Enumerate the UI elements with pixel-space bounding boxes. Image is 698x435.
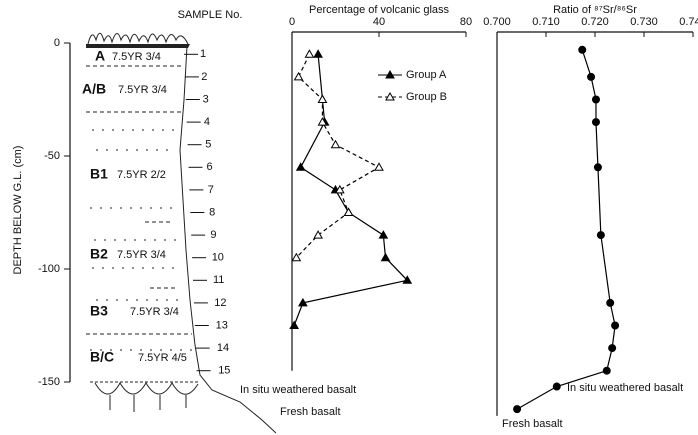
horizon-name: B1 (90, 166, 108, 182)
point (402, 275, 413, 284)
annotation: In situ weathered basalt (240, 384, 356, 396)
horizon-name: B/C (90, 349, 114, 365)
legend-label: Group A (406, 69, 447, 81)
x-tick-label: 40 (373, 16, 385, 28)
sample-label: 14 (217, 342, 229, 354)
point (378, 230, 389, 239)
x-tick-label: 0.730 (630, 16, 658, 28)
horizon-name: A/B (82, 81, 106, 97)
horizon-color: 7.5YR 3/4 (112, 51, 161, 63)
x-tick-label: 80 (460, 16, 472, 28)
sample-label: 10 (212, 252, 224, 264)
point (313, 49, 323, 58)
point (313, 230, 323, 239)
annotation: Fresh basalt (280, 406, 341, 418)
point (380, 252, 391, 262)
x-tick-label: 0.740 (679, 16, 698, 28)
point (293, 71, 304, 81)
point (374, 162, 384, 171)
point (298, 297, 308, 307)
x-tick-label: 0.710 (532, 16, 560, 28)
point (578, 45, 587, 54)
x-tick-label: 0.720 (581, 16, 609, 28)
sample-label: 2 (201, 71, 207, 83)
point (295, 162, 306, 171)
legend-label: Group B (406, 91, 447, 103)
chart-title: Ratio of ⁸⁷Sr/⁸⁶Sr (553, 4, 637, 16)
sample-label: 9 (210, 229, 216, 241)
point (591, 118, 600, 127)
soil-profile (86, 32, 277, 434)
depth-axis-label: DEPTH BELOW G.L. (cm) (12, 146, 24, 275)
point (587, 72, 596, 81)
point (513, 405, 522, 414)
x-tick-label: 0 (289, 16, 295, 28)
x-tick-label: 0.700 (483, 16, 511, 28)
point (334, 184, 345, 194)
chart-title: Percentage of volcanic glass (309, 4, 450, 16)
point (593, 163, 602, 172)
annotation: In situ weathered basalt (567, 382, 683, 394)
sample-label: 5 (205, 139, 211, 151)
point (602, 366, 611, 375)
point (552, 382, 561, 391)
point (606, 298, 615, 307)
annotation: Fresh basalt (502, 418, 563, 430)
sample-label: 1 (200, 48, 206, 60)
horizon-color: 7.5YR 2/2 (117, 169, 166, 181)
point (330, 139, 341, 149)
sample-heading: SAMPLE No. (178, 9, 243, 21)
sample-label: 12 (214, 297, 226, 309)
point (596, 231, 605, 240)
y-tick-label: -100 (38, 263, 60, 275)
sample-label: 15 (218, 365, 230, 377)
point (343, 207, 354, 216)
horizon-color: 7.5YR 4/5 (138, 352, 187, 364)
sample-label: 11 (213, 274, 224, 286)
legend-marker (385, 69, 395, 79)
y-tick-label: -50 (44, 150, 60, 162)
point (289, 320, 300, 329)
sample-label: 3 (203, 93, 209, 105)
horizon-color: 7.5YR 3/4 (130, 306, 179, 318)
sample-label: 7 (208, 184, 214, 196)
legend-marker (385, 91, 395, 101)
horizon-name: A (95, 48, 105, 64)
point (317, 94, 328, 103)
sample-label: 6 (207, 161, 213, 173)
point (291, 252, 302, 262)
y-tick-label: -150 (38, 376, 60, 388)
point (608, 344, 617, 353)
y-tick-label: 0 (54, 37, 60, 49)
series-line (295, 54, 381, 259)
point (611, 321, 620, 330)
series-line (516, 49, 616, 410)
horizon-name: B3 (90, 303, 108, 319)
horizon-name: B2 (90, 246, 108, 262)
point (317, 117, 328, 126)
sample-label: 4 (204, 116, 210, 128)
point (591, 95, 600, 104)
sample-label: 13 (216, 319, 228, 331)
point (304, 49, 315, 58)
horizon-color: 7.5YR 3/4 (118, 84, 167, 96)
sample-label: 8 (209, 206, 215, 218)
horizon-color: 7.5YR 3/4 (117, 249, 166, 261)
